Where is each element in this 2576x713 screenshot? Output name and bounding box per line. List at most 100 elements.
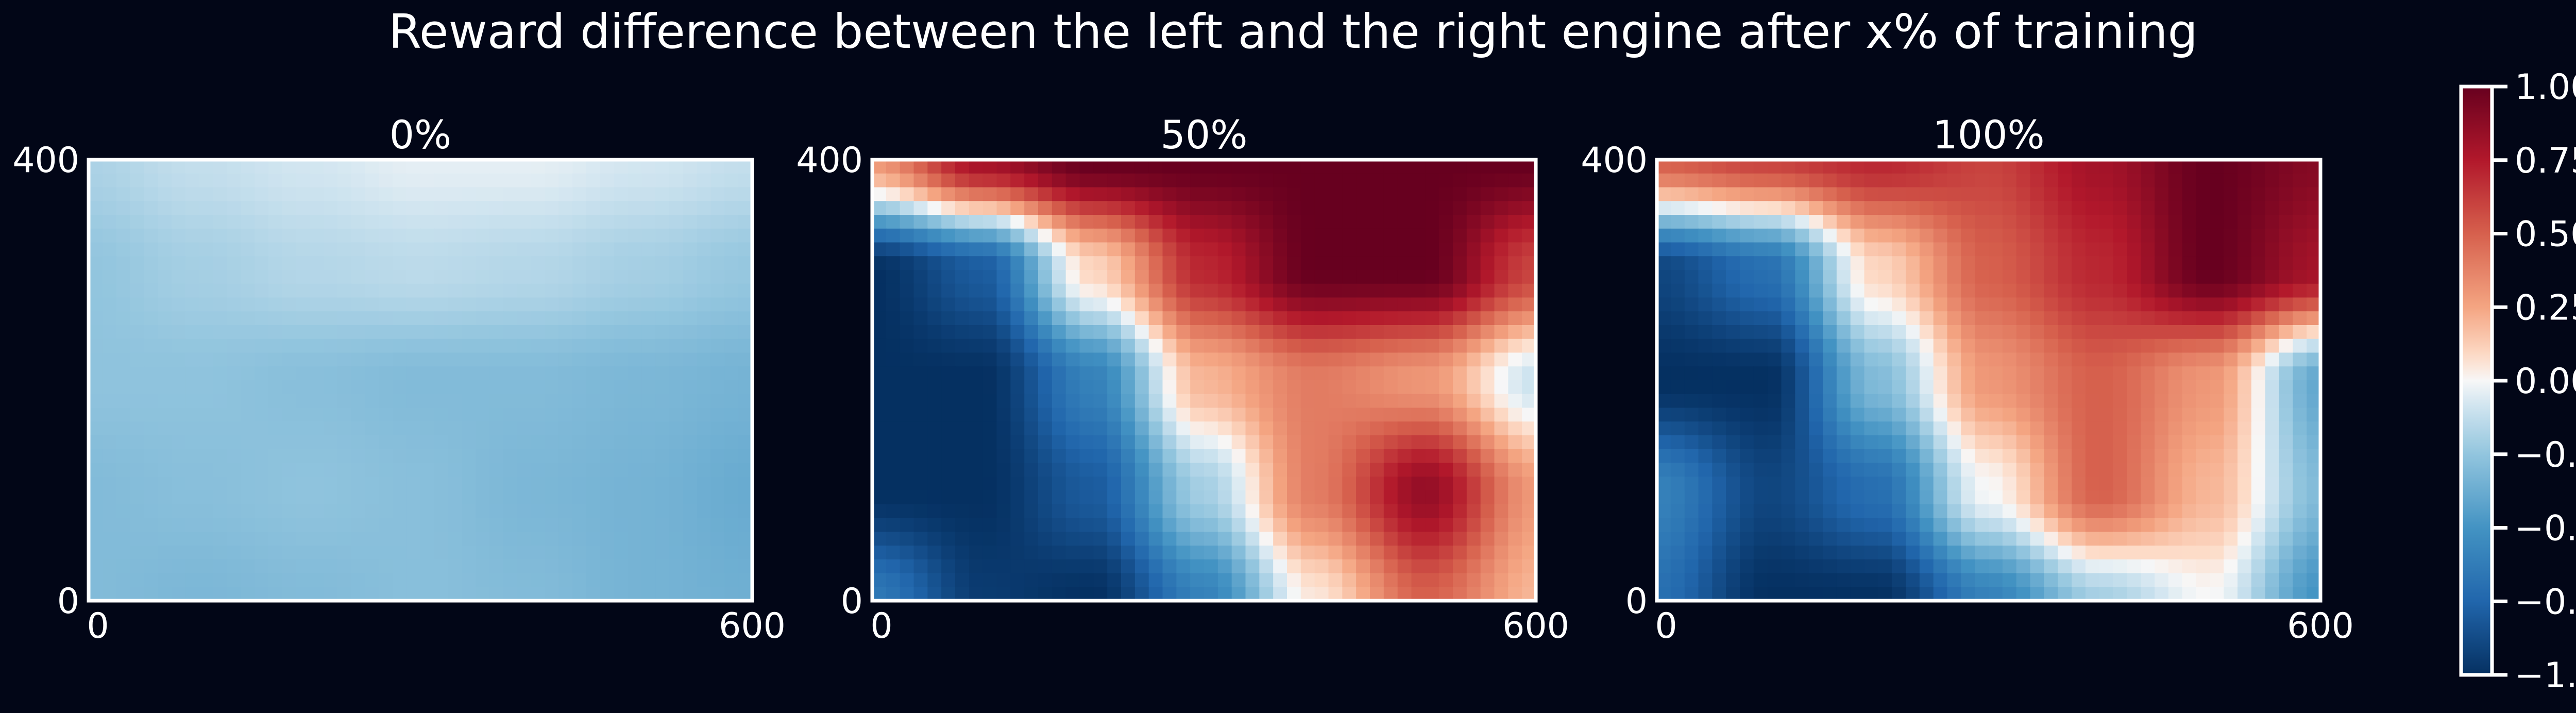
heatmap-cell [545, 435, 560, 450]
heatmap-cell [1809, 297, 1823, 312]
heatmap-cell [1079, 270, 1094, 284]
heatmap-cell [1273, 504, 1287, 519]
heatmap-cell [1231, 325, 1246, 339]
heatmap-cell [941, 338, 956, 353]
heatmap-cell [1273, 228, 1287, 243]
heatmap-cell [955, 160, 970, 174]
heatmap-cell [379, 546, 394, 560]
heatmap-cell [1439, 256, 1453, 270]
heatmap-cell [1425, 435, 1439, 450]
heatmap-cell [1878, 283, 1892, 298]
heatmap-cell [1453, 297, 1467, 312]
heatmap-cell [130, 215, 145, 229]
heatmap-cell [1204, 518, 1218, 533]
heatmap-cell [144, 352, 158, 367]
heatmap-cell [199, 518, 214, 533]
heatmap-cell [1162, 546, 1177, 560]
heatmap-cell [1670, 173, 1685, 188]
heatmap-cell [900, 408, 914, 422]
heatmap-cell [1204, 325, 1218, 339]
heatmap-cell [351, 532, 366, 546]
heatmap-cell [2279, 587, 2294, 601]
heatmap-cell [1781, 546, 1796, 560]
heatmap-cell [1919, 160, 1934, 174]
heatmap-cell [2072, 394, 2086, 409]
colorbar-tick-label: 0.75 [2515, 141, 2576, 181]
heatmap-cell [379, 421, 394, 436]
heatmap-cell [365, 283, 380, 298]
heatmap-cell [158, 311, 172, 326]
heatmap-cell [1453, 283, 1467, 298]
heatmap-cell [969, 477, 984, 491]
heatmap-cell [2307, 546, 2321, 560]
heatmap-cell [324, 352, 338, 367]
heatmap-cell [1836, 573, 1851, 588]
heatmap-cell [1836, 435, 1851, 450]
heatmap-cell [1079, 256, 1094, 270]
heatmap-cell [448, 518, 463, 533]
heatmap-cell [1010, 270, 1025, 284]
heatmap-cell [2168, 228, 2183, 243]
heatmap-cell [600, 394, 615, 409]
heatmap-cell [724, 518, 739, 533]
heatmap-cell [572, 518, 587, 533]
heatmap-cell [1024, 518, 1039, 533]
heatmap-cell [1024, 435, 1039, 450]
heatmap-cell [996, 173, 1011, 188]
heatmap-cell [1864, 463, 1879, 478]
heatmap-cell [1919, 559, 1934, 574]
heatmap-cell [1878, 187, 1892, 202]
heatmap-cell [1314, 587, 1329, 601]
heatmap-cell [1121, 228, 1136, 243]
heatmap-cell [1204, 463, 1218, 478]
heatmap-cell [199, 160, 214, 174]
heatmap-cell [241, 435, 255, 450]
heatmap-cell [1439, 421, 1453, 436]
heatmap-cell [1287, 311, 1301, 326]
heatmap-cell [448, 242, 463, 257]
heatmap-cell [89, 518, 103, 533]
heatmap-cell [969, 201, 984, 215]
heatmap-cell [489, 408, 504, 422]
heatmap-cell [1342, 297, 1357, 312]
heatmap-cell [1453, 228, 1467, 243]
heatmap-cell [1466, 408, 1481, 422]
heatmap-cell [941, 311, 956, 326]
heatmap-cell [655, 215, 670, 229]
heatmap-cell [1726, 546, 1740, 560]
heatmap-cell [1906, 173, 1920, 188]
heatmap-cell [1836, 256, 1851, 270]
heatmap-cell [1508, 283, 1522, 298]
heatmap-cell [955, 297, 970, 312]
heatmap-cell [886, 380, 901, 395]
heatmap-cell [1864, 311, 1879, 326]
heatmap-cell [1726, 160, 1740, 174]
heatmap-cell [2293, 187, 2307, 202]
heatmap-cell [1767, 435, 1782, 450]
heatmap-cell [310, 338, 324, 353]
heatmap-cell [1961, 256, 1975, 270]
heatmap-cell [2113, 297, 2128, 312]
heatmap-cell [1093, 311, 1108, 326]
heatmap-cell [241, 559, 255, 574]
heatmap-cell [282, 449, 297, 464]
heatmap-cell [1684, 325, 1699, 339]
heatmap-cell [1823, 532, 1837, 546]
heatmap-cell [1176, 573, 1191, 588]
heatmap-cell [2016, 338, 2031, 353]
heatmap-cell [227, 366, 241, 381]
heatmap-cell [1397, 435, 1412, 450]
heatmap-cell [199, 228, 214, 243]
heatmap-cell [1480, 325, 1495, 339]
heatmap-cell [448, 380, 463, 395]
heatmap-cell [282, 366, 297, 381]
heatmap-cell [1093, 380, 1108, 395]
heatmap-cell [572, 394, 587, 409]
heatmap-cell [558, 421, 573, 436]
heatmap-cell [476, 215, 490, 229]
heatmap-cell [102, 173, 117, 188]
heatmap-cell [1657, 352, 1671, 367]
heatmap-cell [1079, 546, 1094, 560]
heatmap-cell [586, 463, 601, 478]
